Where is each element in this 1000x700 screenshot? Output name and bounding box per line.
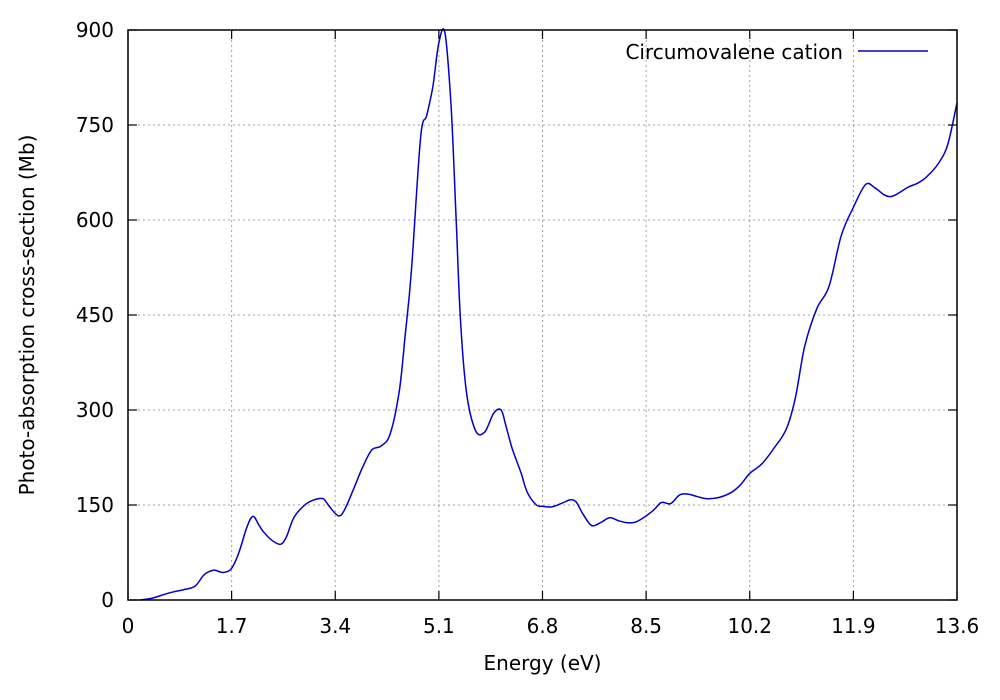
- x-tick-label: 8.5: [630, 614, 662, 638]
- legend: Circumovalene cation: [625, 40, 928, 64]
- x-tick-label: 5.1: [423, 614, 455, 638]
- x-tick-label: 6.8: [527, 614, 559, 638]
- y-tick-label: 600: [76, 208, 114, 232]
- y-tick-label: 0: [101, 588, 114, 612]
- legend-label: Circumovalene cation: [625, 40, 843, 64]
- y-axis-title: Photo-absorption cross-section (Mb): [15, 135, 39, 496]
- y-tick-label: 750: [76, 113, 114, 137]
- y-tick-label: 300: [76, 398, 114, 422]
- x-tick-label: 11.9: [831, 614, 876, 638]
- x-tick-label: 13.6: [935, 614, 980, 638]
- y-tick-label: 150: [76, 493, 114, 517]
- x-tick-label: 10.2: [727, 614, 772, 638]
- y-tick-label: 450: [76, 303, 114, 327]
- series-line: [140, 28, 958, 601]
- y-tick-label: 900: [76, 18, 114, 42]
- x-tick-label: 0: [122, 614, 135, 638]
- series-layer: [140, 28, 958, 601]
- tick-labels: 0 1.7 3.4 5.1 6.8 8.5 10.2 11.9 13.6 0 150 300 450 60…: [76, 18, 979, 638]
- x-tick-label: 3.4: [319, 614, 351, 638]
- x-tick-label: 1.7: [216, 614, 248, 638]
- ticks: [127, 29, 958, 601]
- grid: [128, 30, 957, 600]
- x-axis-title: Energy (eV): [484, 651, 602, 675]
